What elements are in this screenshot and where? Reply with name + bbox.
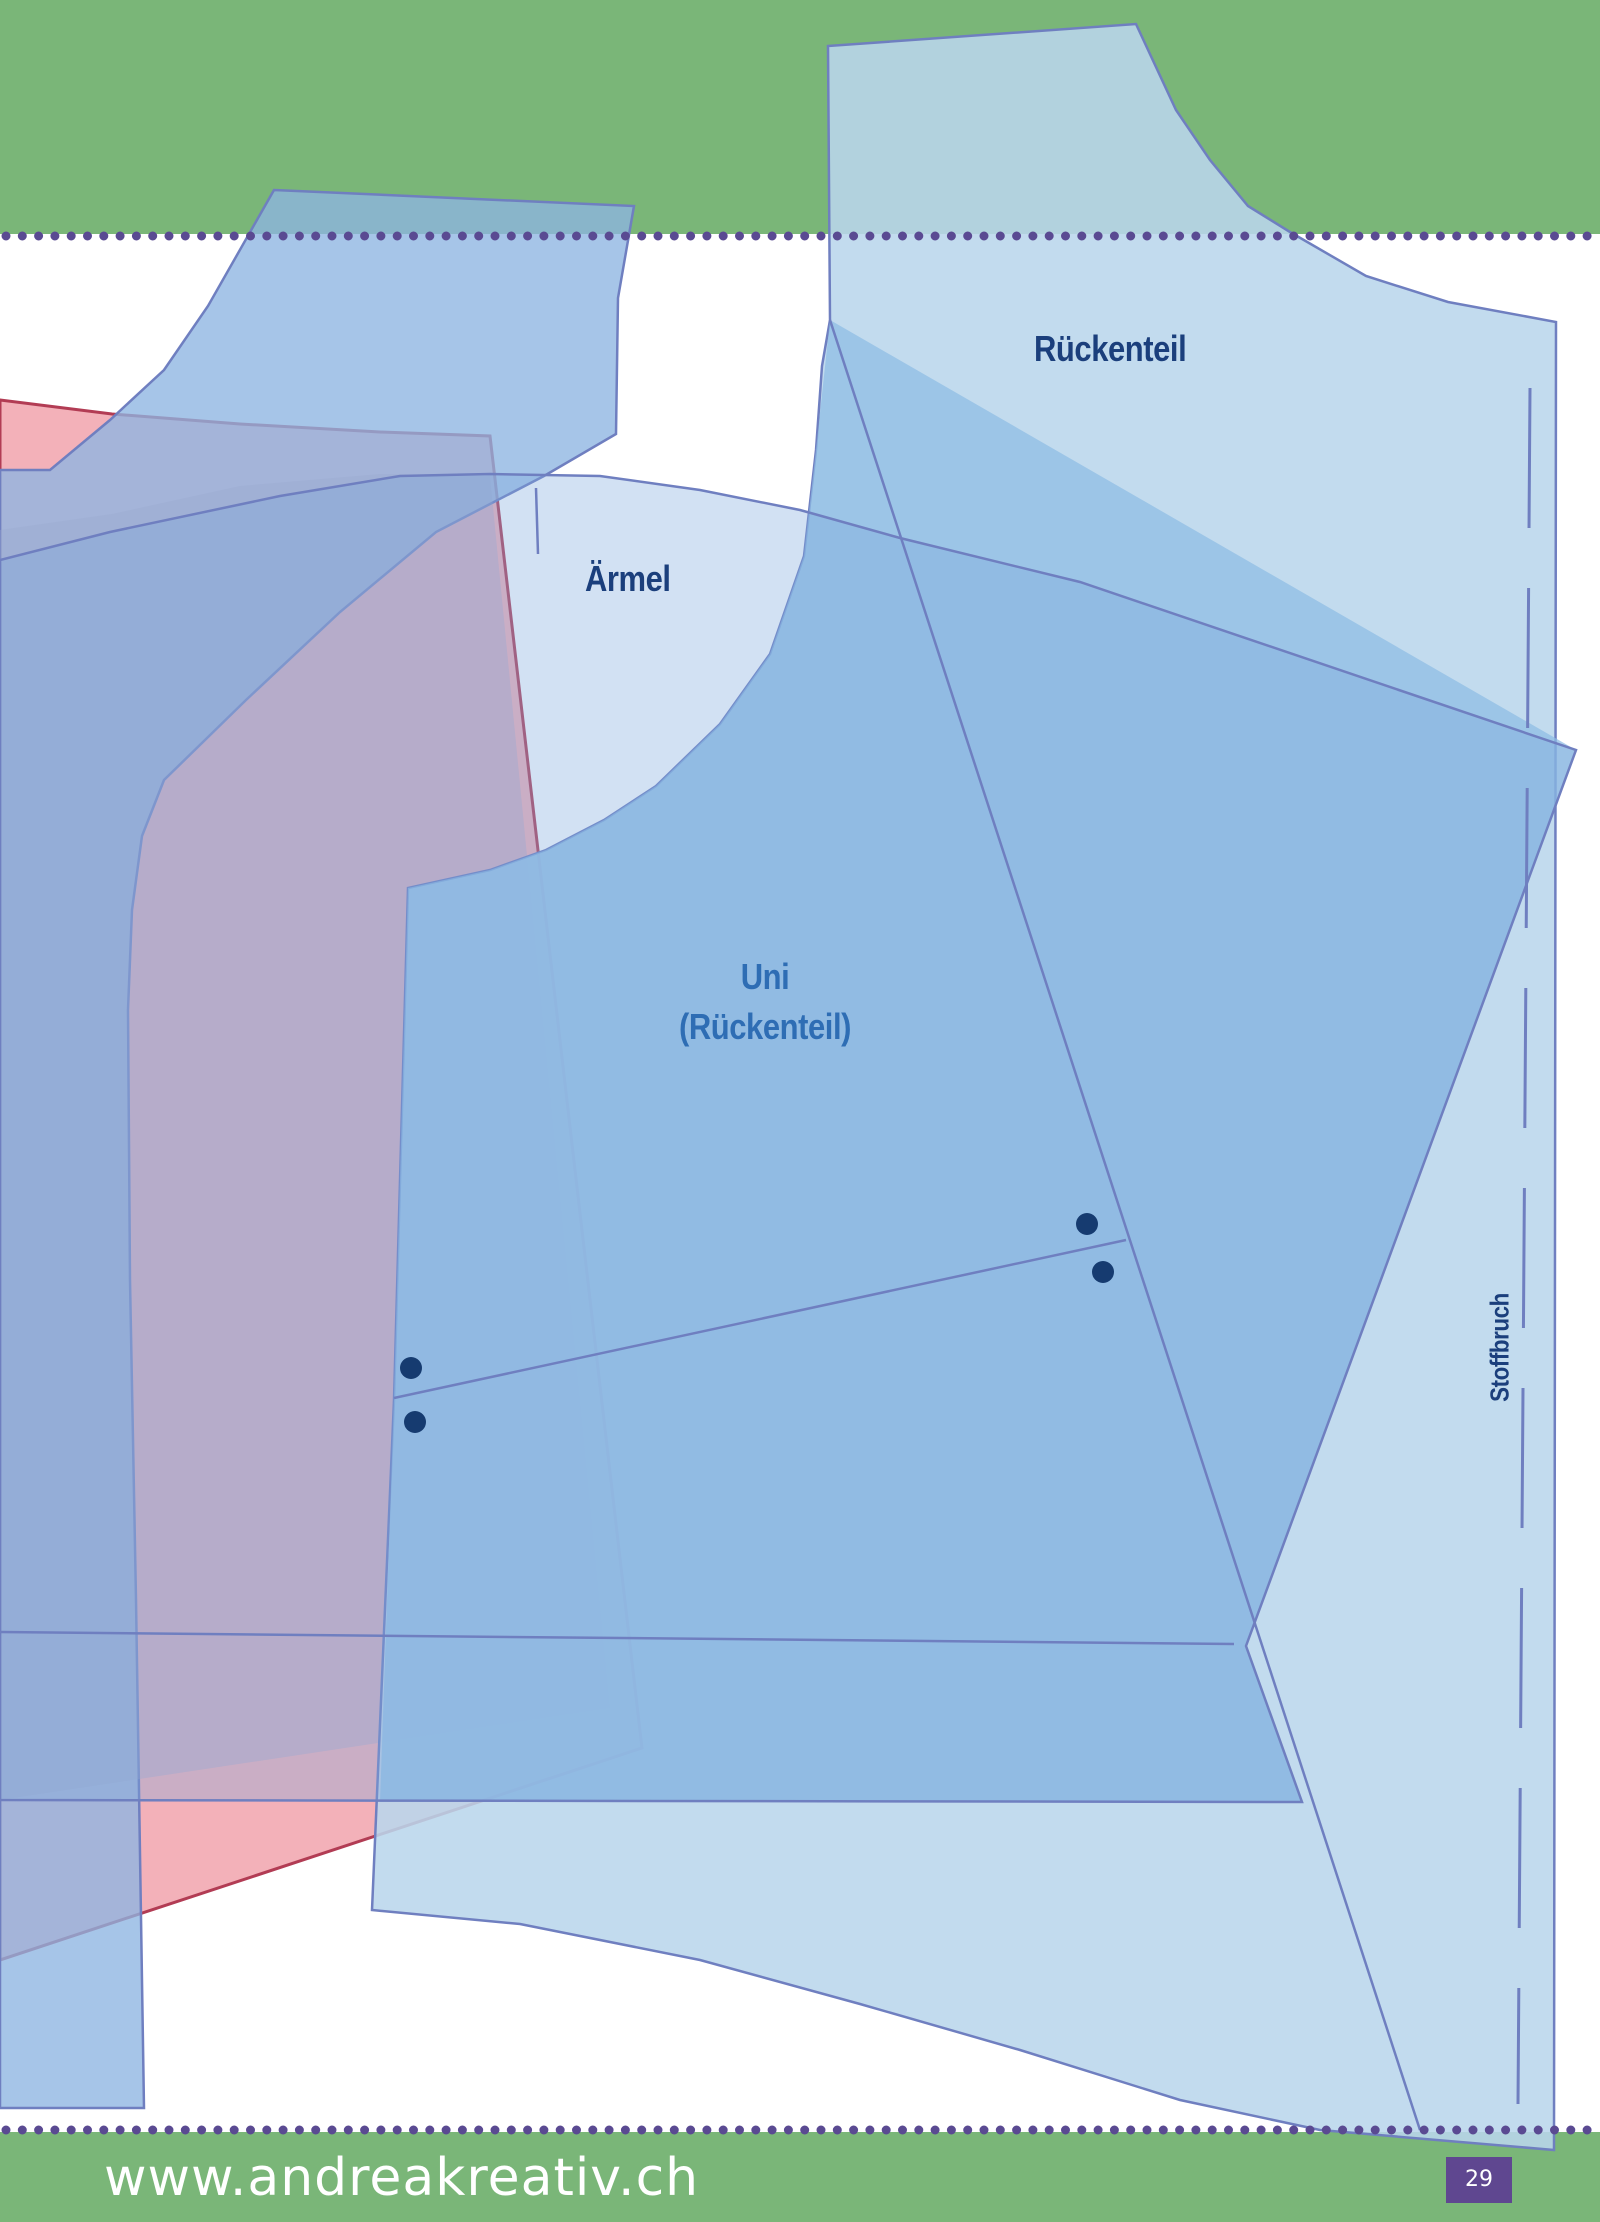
uni-label-line1: Uni	[740, 956, 790, 997]
notch-dot	[404, 1411, 426, 1433]
notch-dot	[1092, 1261, 1114, 1283]
top-green-band	[0, 0, 1600, 234]
uni-label-line2: (Rückenteil)	[678, 1006, 852, 1047]
fold-dashed-line	[1516, 387, 1532, 2105]
fold-label: Stoffbruch	[1484, 1293, 1515, 1402]
sleeve-outline-piece	[0, 472, 1578, 1804]
blue-sleeve-piece	[0, 188, 636, 2110]
notch-line	[393, 1238, 1127, 1400]
page-number: 29	[1446, 2157, 1512, 2203]
sleeve-grain-tick	[534, 487, 540, 555]
notch-dot	[1076, 1213, 1098, 1235]
bottom-green-band	[0, 2132, 1600, 2222]
footer-website-url: www.andreakreativ.ch	[104, 2148, 700, 2208]
uni-piece-label: Uni (Rückenteil)	[589, 952, 942, 1052]
back-diagonal-line	[828, 319, 1422, 2131]
sleeve-label: Ärmel	[585, 558, 671, 599]
uni-pattern-piece	[380, 320, 1576, 1802]
hem-line	[0, 1630, 1235, 1646]
notch-dot	[400, 1357, 422, 1379]
back-piece-label: Rückenteil	[1034, 328, 1187, 369]
